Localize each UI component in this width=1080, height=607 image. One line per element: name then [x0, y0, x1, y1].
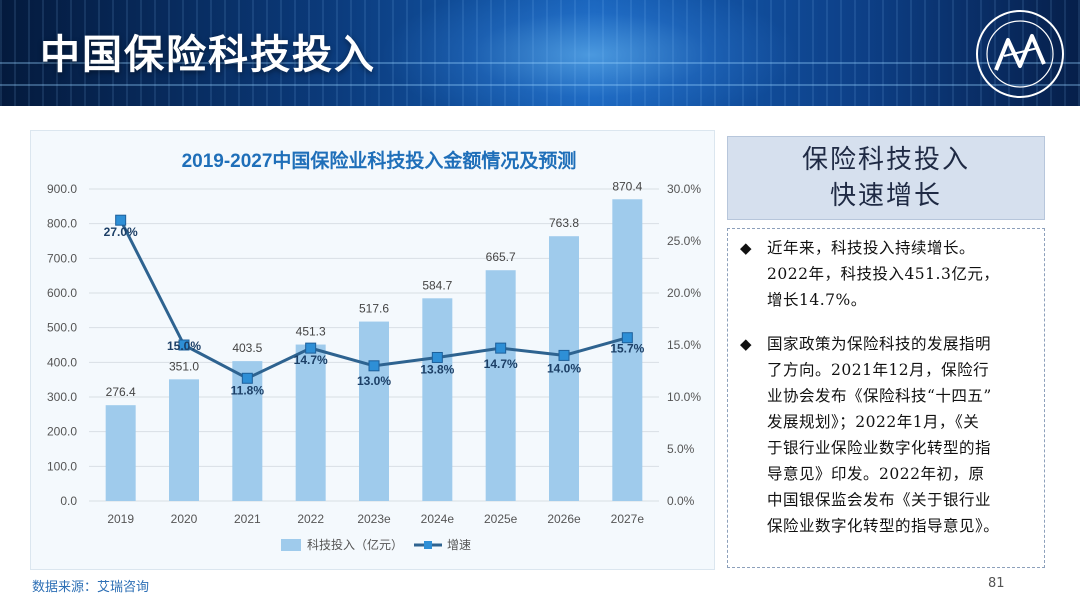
banner-stripe — [0, 62, 1080, 64]
growth-marker — [558, 349, 570, 361]
bullet-line: 业协会发布《保险科技“十四五” — [767, 387, 992, 405]
bar-value-label: 276.4 — [106, 385, 136, 399]
bar — [485, 270, 516, 501]
y-right-tick-label: 30.0% — [667, 182, 701, 196]
bar — [422, 298, 453, 501]
growth-marker — [115, 214, 127, 226]
bar-value-label: 584.7 — [422, 278, 452, 292]
legend-bar-swatch — [281, 539, 301, 551]
y-left-tick-label: 600.0 — [47, 286, 77, 300]
bar — [359, 321, 389, 501]
legend-marker-swatch — [424, 541, 432, 549]
bar-value-label: 763.8 — [549, 216, 579, 230]
bar-value-label: 870.4 — [612, 179, 642, 193]
y-left-tick-label: 400.0 — [47, 355, 77, 369]
y-right-tick-label: 25.0% — [667, 234, 701, 248]
bullet-line: 了方向。2021年12月，保险行 — [767, 361, 990, 379]
bullet-line: 保险业数字化转型的指导意见》。 — [767, 517, 1000, 535]
bullet-line: 导意见》印发。2022年初，原 — [767, 465, 985, 483]
x-tick-label: 2022 — [297, 512, 324, 526]
y-left-tick-label: 100.0 — [47, 459, 77, 473]
growth-value-label: 11.8% — [231, 383, 265, 397]
y-left-tick-label: 0.0 — [60, 494, 77, 508]
y-right-tick-label: 5.0% — [667, 442, 695, 456]
bullet-line: 近年来，科技投入持续增长。 — [767, 239, 976, 257]
x-tick-label: 2026e — [547, 512, 581, 526]
data-source-note: 数据来源：艾瑞咨询 — [32, 580, 150, 595]
growth-value-label: 14.7% — [484, 357, 518, 371]
bar — [232, 361, 263, 501]
legend-label: 增速 — [447, 538, 471, 552]
bar — [612, 199, 643, 501]
growth-value-label: 13.0% — [357, 374, 391, 388]
x-tick-label: 2020 — [171, 512, 198, 526]
diamond-bullet-icon: ◆ — [740, 335, 753, 353]
bar-value-label: 517.6 — [359, 302, 389, 316]
growth-marker — [305, 342, 317, 354]
chart-title: 2019-2027中国保险业科技投入金额情况及预测 — [182, 149, 577, 172]
bullet-line: 2022年，科技投入451.3亿元， — [767, 265, 1000, 283]
chart-panel: 2019-2027中国保险业科技投入金额情况及预测 0.0 100.0 200.0 30… — [30, 130, 715, 570]
diamond-bullet-icon: ◆ — [740, 239, 753, 257]
bar-value-label: 403.5 — [232, 341, 262, 355]
bullet-line: 于银行业保险业数字化转型的指 — [767, 439, 992, 457]
x-tick-label: 2019 — [107, 512, 134, 526]
side-heading-box: 保险科技投入 快速增长 — [727, 136, 1045, 220]
y-right-tick-label: 0.0% — [667, 494, 695, 508]
y-right-tick-label: 20.0% — [667, 286, 701, 300]
bar — [169, 379, 199, 501]
growth-value-label: 15.0% — [167, 339, 201, 353]
y-left-tick-label: 700.0 — [47, 251, 77, 265]
growth-marker — [368, 360, 380, 372]
bullet-line: 发展规划》；2022年1月，《关 — [767, 413, 980, 431]
growth-value-label: 14.0% — [547, 361, 581, 375]
header-banner: 中国保险科技投入 — [0, 0, 1080, 106]
bar-value-label: 665.7 — [486, 250, 516, 264]
y-left-tick-label: 900.0 — [47, 182, 77, 196]
y-right-tick-label: 15.0% — [667, 338, 701, 352]
bar — [549, 236, 579, 501]
growth-value-label: 14.7% — [294, 353, 328, 367]
growth-marker — [178, 339, 190, 351]
side-heading-line: 保险科技投入 — [801, 145, 970, 175]
chart-svg: 2019-2027中国保险业科技投入金额情况及预测 0.0 100.0 200.0 30… — [47, 149, 701, 552]
page-title: 中国保险科技投入 — [40, 32, 376, 78]
bar-value-label: 451.3 — [296, 325, 326, 339]
bullet-line: 增长14.7%。 — [767, 291, 867, 309]
growth-value-label: 27.0% — [104, 225, 138, 239]
side-text-box: ◆ 近年来，科技投入持续增长。 2022年，科技投入451.3亿元， 增长14.… — [727, 228, 1045, 568]
side-heading-line: 快速增长 — [829, 181, 942, 211]
growth-marker — [431, 351, 443, 363]
banner-glow — [380, 0, 800, 106]
bar — [105, 405, 136, 501]
x-tick-label: 2024e — [421, 512, 455, 526]
legend-label: 科技投入（亿元） — [307, 537, 403, 552]
bullet-line: 国家政策为保险科技的发展指明 — [767, 335, 992, 353]
growth-value-label: 15.7% — [610, 342, 644, 356]
growth-marker — [495, 342, 507, 354]
banner-texture — [0, 0, 1080, 106]
x-tick-label: 2025e — [484, 512, 518, 526]
bullet-item: ◆ 近年来，科技投入持续增长。 2022年，科技投入451.3亿元， 增长14.… — [734, 235, 1038, 313]
bar-value-label: 351.0 — [169, 359, 199, 373]
page-number: 81 — [988, 576, 1005, 591]
y-left-tick-label: 800.0 — [47, 217, 77, 231]
y-right-tick-label: 10.0% — [667, 390, 701, 404]
y-left-tick-label: 200.0 — [47, 425, 77, 439]
x-tick-label: 2023e — [357, 512, 391, 526]
bar — [295, 344, 326, 501]
x-tick-label: 2021 — [234, 512, 261, 526]
bullet-item: ◆ 国家政策为保险科技的发展指明 了方向。2021年12月，保险行 业协会发布《… — [734, 331, 1038, 539]
bullet-line: 中国银保监会发布《关于银行业 — [767, 491, 992, 509]
x-tick-label: 2027e — [611, 512, 645, 526]
institute-logo-icon — [976, 10, 1064, 98]
growth-marker — [241, 372, 253, 384]
growth-marker — [621, 332, 633, 344]
y-left-tick-label: 500.0 — [47, 321, 77, 335]
banner-stripe — [0, 84, 1080, 86]
growth-value-label: 13.8% — [420, 362, 454, 376]
y-left-tick-label: 300.0 — [47, 390, 77, 404]
